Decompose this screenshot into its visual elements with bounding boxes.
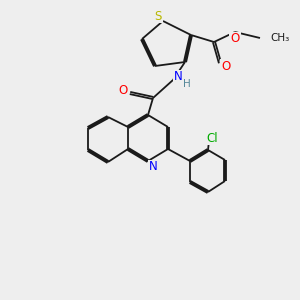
Text: N: N xyxy=(174,70,182,83)
Text: H: H xyxy=(183,79,191,89)
Text: O: O xyxy=(118,83,127,97)
Text: O: O xyxy=(221,59,231,73)
Text: N: N xyxy=(148,160,158,173)
Text: O: O xyxy=(230,32,240,46)
Text: S: S xyxy=(154,10,162,22)
Text: Cl: Cl xyxy=(206,131,218,145)
Text: CH₃: CH₃ xyxy=(270,33,289,43)
